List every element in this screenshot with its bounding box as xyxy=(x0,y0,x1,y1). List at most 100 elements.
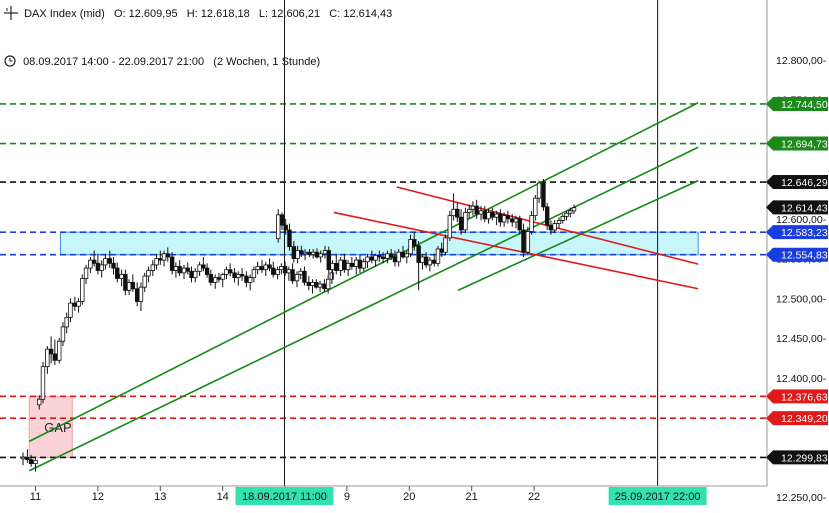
candle-body xyxy=(294,274,300,282)
candle-body xyxy=(169,256,175,271)
level-badge-label: 12.554,83 xyxy=(781,250,828,262)
candle xyxy=(290,263,295,284)
level-badge: 12.614,43 xyxy=(766,200,828,215)
candle-body xyxy=(416,245,421,263)
candle xyxy=(568,207,573,218)
candle-body xyxy=(220,274,225,280)
candle-body xyxy=(88,259,93,269)
candle xyxy=(564,210,569,221)
candle xyxy=(244,271,249,288)
y-tick-label: 12.250,00- xyxy=(776,492,827,504)
candle-body xyxy=(227,269,233,274)
candle xyxy=(447,210,453,242)
candle xyxy=(498,209,503,227)
candle xyxy=(404,250,409,264)
candle xyxy=(60,322,66,346)
candle-body xyxy=(251,269,257,279)
level-badge: 12.646,29 xyxy=(766,175,828,190)
x-tick-label: 13 xyxy=(154,491,166,503)
crosshair-icon[interactable] xyxy=(4,6,18,20)
candle-body xyxy=(80,278,85,302)
candle-body xyxy=(412,239,417,247)
period-range: 08.09.2017 14:00 - 22.09.2017 21:00 xyxy=(23,56,205,68)
level-badge-shape xyxy=(766,175,828,190)
candle xyxy=(154,253,159,270)
candle-body xyxy=(345,262,351,271)
candle-body xyxy=(317,283,323,288)
candle-body xyxy=(99,264,104,271)
candle-body xyxy=(564,212,569,217)
candle-body xyxy=(161,253,167,261)
candle xyxy=(466,204,472,219)
candle-body xyxy=(239,274,245,277)
x-tick-label: 9 xyxy=(344,491,350,503)
candle-body xyxy=(490,212,495,218)
candle xyxy=(463,207,468,234)
candle xyxy=(314,279,319,289)
candle xyxy=(177,260,182,277)
candle-body xyxy=(20,456,26,460)
level-badge-label: 12.744,50 xyxy=(781,99,828,111)
candle-body xyxy=(28,459,34,465)
candles-layer xyxy=(20,179,577,472)
level-badge: 12.583,23 xyxy=(766,225,828,240)
high-label: H: xyxy=(186,8,198,20)
candle xyxy=(416,241,421,291)
level-badge-shape xyxy=(766,247,828,262)
candle xyxy=(294,271,300,288)
level-badge-label: 12.349,20 xyxy=(781,413,828,425)
candle xyxy=(455,202,460,222)
high-value: 12.618,18 xyxy=(200,8,250,20)
candle xyxy=(541,179,546,211)
candle xyxy=(239,268,245,281)
x-highlight-text: 18.09.2017 11:00 xyxy=(242,491,327,503)
candle-body xyxy=(466,208,472,213)
candle-body xyxy=(326,250,331,271)
candle-body xyxy=(474,205,479,215)
candle xyxy=(325,274,331,294)
level-badge: 12.376,63 xyxy=(766,389,828,404)
candle-body xyxy=(287,229,292,248)
candle xyxy=(338,256,343,277)
candle xyxy=(420,253,425,270)
candle xyxy=(354,256,359,275)
candle xyxy=(380,252,386,264)
candle-body xyxy=(380,256,386,259)
candle xyxy=(123,269,128,296)
candle xyxy=(126,279,132,296)
candle-body xyxy=(290,269,295,282)
candle xyxy=(189,266,194,283)
candle xyxy=(283,218,288,235)
x-tick-label: 22 xyxy=(528,491,540,503)
candle-body xyxy=(146,270,151,277)
candle xyxy=(232,268,237,283)
x-highlight-text: 25.09.2017 22:00 xyxy=(615,491,701,503)
candle-body xyxy=(107,258,112,264)
candle xyxy=(287,223,292,251)
candle-body xyxy=(299,250,304,255)
candle-body xyxy=(392,256,398,263)
level-badge-label: 12.646,29 xyxy=(781,177,828,189)
x-tick-label: 12 xyxy=(92,491,104,503)
candle xyxy=(302,266,307,286)
candle xyxy=(227,263,233,277)
candle-body xyxy=(385,253,390,259)
candle xyxy=(52,339,58,366)
candle-body xyxy=(307,251,312,255)
candle-body xyxy=(193,270,198,279)
x-highlight-box xyxy=(608,487,707,505)
candle-body xyxy=(286,269,292,274)
candle xyxy=(72,296,78,312)
candle xyxy=(267,258,272,272)
candle-body xyxy=(302,251,308,255)
candle xyxy=(451,193,456,221)
candle-body xyxy=(447,215,453,239)
level-badge-shape xyxy=(766,450,828,465)
candle xyxy=(470,201,476,216)
x-tick-label: 14 xyxy=(217,491,229,503)
candle-body xyxy=(201,264,206,269)
candle-body xyxy=(130,281,136,290)
candle-body xyxy=(135,288,140,302)
candle xyxy=(286,266,292,281)
